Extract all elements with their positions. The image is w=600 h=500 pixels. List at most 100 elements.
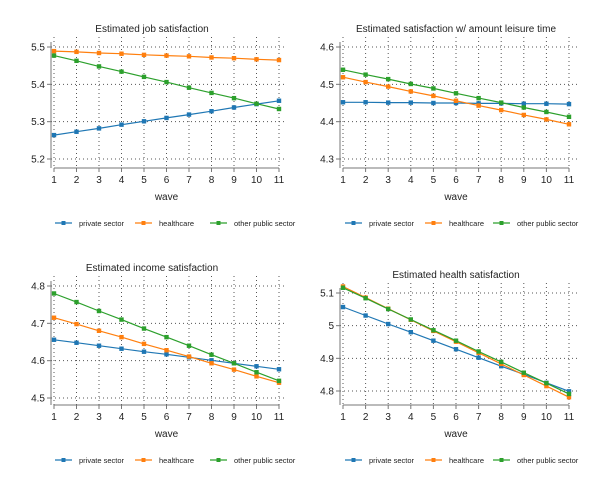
chart-panel-3: Estimated income satisfaction 4.5 4.6 4.7 4.… bbox=[31, 263, 296, 465]
data-point bbox=[521, 372, 526, 378]
x-tick-label: 7 bbox=[476, 412, 482, 423]
data-point bbox=[119, 346, 124, 351]
data-point bbox=[96, 50, 102, 56]
x-tick-label: 3 bbox=[385, 175, 391, 186]
data-point bbox=[453, 98, 459, 103]
data-point bbox=[431, 93, 436, 99]
data-point bbox=[476, 95, 481, 101]
data-point bbox=[431, 338, 436, 343]
data-point bbox=[453, 338, 459, 343]
y-tick-label: 4.5 bbox=[320, 80, 334, 91]
x-axis-label: wave bbox=[443, 192, 468, 203]
data-point bbox=[209, 361, 214, 366]
data-point bbox=[363, 296, 368, 301]
data-point bbox=[186, 354, 192, 359]
data-point bbox=[340, 75, 346, 80]
data-point bbox=[521, 370, 526, 375]
data-point bbox=[340, 285, 346, 290]
data-point bbox=[386, 84, 391, 89]
data-point bbox=[499, 363, 504, 369]
data-point bbox=[431, 100, 436, 106]
legend-swatch-marker bbox=[431, 458, 436, 462]
data-point bbox=[408, 81, 413, 87]
data-point bbox=[141, 74, 147, 80]
data-point bbox=[141, 349, 147, 354]
x-tick-label: 11 bbox=[274, 412, 285, 423]
x-tick-label: 11 bbox=[274, 175, 285, 186]
data-point bbox=[521, 101, 526, 106]
data-point bbox=[276, 378, 282, 384]
data-point bbox=[566, 122, 572, 127]
legend-swatch-marker bbox=[61, 458, 66, 462]
x-axis-label: wave bbox=[154, 429, 179, 440]
data-point bbox=[566, 389, 572, 394]
data-point bbox=[254, 370, 259, 375]
data-point bbox=[51, 291, 57, 296]
y-tick-label: 4.6 bbox=[320, 43, 334, 54]
x-tick-label: 6 bbox=[164, 412, 170, 423]
data-point bbox=[119, 334, 124, 340]
x-tick-label: 10 bbox=[541, 175, 553, 186]
data-point bbox=[96, 308, 102, 314]
data-point bbox=[276, 57, 282, 63]
x-tick-label: 8 bbox=[209, 175, 215, 186]
legend-label: healthcare bbox=[449, 456, 484, 465]
data-point bbox=[363, 79, 368, 85]
x-tick-label: 8 bbox=[498, 412, 504, 423]
legend-swatch-marker bbox=[499, 458, 504, 462]
x-tick-label: 4 bbox=[119, 412, 125, 423]
data-point bbox=[186, 54, 192, 59]
data-point bbox=[209, 352, 214, 357]
data-point bbox=[119, 51, 124, 56]
chart-panel-2: Estimated satisfaction w/ amount leisure… bbox=[320, 24, 579, 228]
data-point bbox=[431, 328, 436, 333]
x-tick-label: 3 bbox=[96, 412, 102, 423]
data-point bbox=[51, 48, 57, 54]
chart-panel-4: Estimated health satisfaction 4.8 4.9 5 5.1 1… bbox=[320, 270, 579, 465]
legend-swatch-marker bbox=[141, 458, 146, 462]
data-point bbox=[74, 299, 79, 305]
x-tick-label: 2 bbox=[74, 412, 80, 423]
x-tick-label: 7 bbox=[476, 175, 482, 186]
x-tick-label: 4 bbox=[408, 412, 414, 423]
data-point bbox=[566, 395, 572, 400]
data-point bbox=[164, 334, 169, 340]
legend-label: other public sector bbox=[517, 456, 579, 465]
legend-label: healthcare bbox=[159, 219, 194, 228]
y-tick-label: 4.9 bbox=[320, 354, 334, 365]
data-point bbox=[499, 100, 504, 105]
data-point bbox=[96, 343, 102, 348]
data-point bbox=[209, 109, 214, 114]
data-point bbox=[254, 364, 259, 369]
data-point bbox=[386, 76, 391, 82]
data-point bbox=[141, 119, 147, 124]
legend-swatch-marker bbox=[499, 221, 504, 225]
data-point bbox=[186, 85, 192, 90]
data-point bbox=[231, 367, 237, 372]
data-point bbox=[51, 337, 57, 342]
x-tick-label: 6 bbox=[453, 175, 459, 186]
data-point bbox=[96, 64, 102, 69]
data-point bbox=[544, 383, 549, 389]
legend-label: other public sector bbox=[517, 219, 579, 228]
x-axis-label: wave bbox=[443, 429, 468, 440]
data-point bbox=[340, 304, 346, 310]
legend-swatch-marker bbox=[351, 221, 356, 225]
data-point bbox=[141, 52, 147, 58]
chart-title: Estimated health satisfaction bbox=[392, 270, 519, 281]
x-tick-label: 10 bbox=[541, 412, 553, 423]
data-point bbox=[164, 348, 169, 353]
y-tick-label: 5.1 bbox=[320, 289, 334, 300]
data-point bbox=[363, 100, 368, 105]
data-point bbox=[164, 79, 169, 85]
x-tick-label: 10 bbox=[251, 175, 263, 186]
y-tick-label: 5.4 bbox=[31, 80, 45, 91]
y-tick-label: 5.2 bbox=[31, 155, 45, 166]
data-point bbox=[141, 341, 147, 347]
x-tick-label: 9 bbox=[521, 175, 527, 186]
x-tick-label: 1 bbox=[340, 175, 346, 186]
y-tick-label: 4.3 bbox=[320, 155, 334, 166]
x-tick-label: 9 bbox=[231, 175, 237, 186]
x-tick-label: 5 bbox=[431, 412, 437, 423]
data-point bbox=[209, 90, 214, 96]
